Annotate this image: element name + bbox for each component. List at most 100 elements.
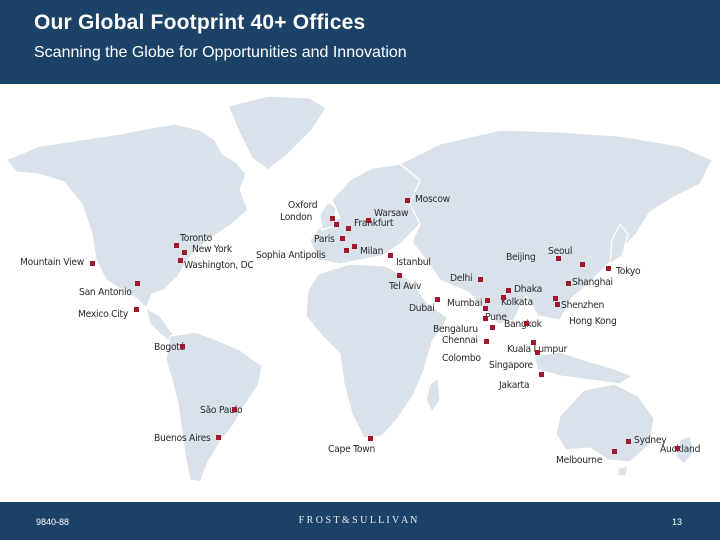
office-marker-mountain-view [90, 261, 95, 266]
office-marker-shenzhen [553, 296, 558, 301]
office-marker-tokyo [606, 266, 611, 271]
title-bar: Our Global Footprint 40+ Offices Scannin… [0, 0, 720, 84]
city-label-jakarta: Jakarta [499, 380, 530, 391]
office-marker-milan [352, 244, 357, 249]
city-label-colombo: Colombo [442, 353, 481, 364]
office-marker-frankfurt [346, 226, 351, 231]
slide-subtitle: Scanning the Globe for Opportunities and… [34, 44, 407, 61]
office-marker-warsaw [366, 218, 371, 223]
office-marker-seoul [580, 262, 585, 267]
office-marker-buenos-aires [216, 435, 221, 440]
city-label-bangkok: Bangkok [504, 319, 542, 330]
office-marker-san-antonio [135, 281, 140, 286]
city-label-mountain-view: Mountain View [20, 257, 85, 268]
office-marker-auckland [675, 446, 680, 451]
office-marker-pune [483, 306, 488, 311]
office-marker-moscow [405, 198, 410, 203]
city-label-dhaka: Dhaka [514, 284, 542, 295]
city-label-san-antonio: San Antonio [79, 287, 132, 298]
city-label-oxford: Oxford [288, 200, 318, 211]
city-label-istanbul: Istanbul [396, 257, 431, 268]
city-label-delhi: Delhi [450, 273, 473, 284]
city-label-cape-town: Cape Town [328, 444, 376, 455]
office-marker-washington-dc [178, 258, 183, 263]
city-label-mumbai: Mumbai [447, 298, 483, 309]
city-label-tokyo: Tokyo [616, 266, 641, 277]
city-label-dubai: Dubai [409, 303, 435, 314]
office-marker-bengaluru [483, 316, 488, 321]
office-marker-bogota [180, 344, 185, 349]
office-marker-tel-aviv [397, 273, 402, 278]
office-marker-melbourne [612, 449, 617, 454]
city-label-chennai: Chennai [442, 335, 478, 346]
office-marker-cape-town [368, 436, 373, 441]
office-marker-colombo [484, 339, 489, 344]
office-marker-delhi [478, 277, 483, 282]
office-marker-paris [340, 236, 345, 241]
document-code: 9840-88 [36, 517, 70, 527]
city-label-mexico-city: Mexico City [78, 309, 129, 320]
office-marker-dhaka [506, 288, 511, 293]
office-marker-jakarta [539, 372, 544, 377]
office-marker-london [334, 222, 339, 227]
office-marker-kuala-lumpur [531, 340, 536, 345]
city-label-kuala-lumpur: Kuala Lumpur [507, 344, 568, 355]
city-label-toronto: Toronto [180, 233, 213, 244]
africa-landmass [305, 263, 449, 439]
office-marker-shanghai [566, 281, 571, 286]
southeast-asia-islands [533, 351, 633, 385]
japan-landmass [609, 223, 629, 265]
australia-landmass [555, 383, 655, 463]
city-label-seoul: Seoul [548, 246, 573, 257]
north-america-landmass [5, 123, 249, 309]
office-marker-kolkata [501, 295, 506, 300]
city-label-new-york: New York [192, 244, 232, 255]
city-label-sophia-antipolis: Sophia Antipolis [256, 250, 326, 261]
world-map [0, 84, 720, 502]
city-label-sao-paulo: São Paulo [200, 405, 243, 416]
city-label-melbourne: Melbourne [556, 455, 603, 466]
city-label-london: London [280, 212, 313, 223]
city-label-moscow: Moscow [415, 194, 450, 205]
office-marker-sophia-antipolis [344, 248, 349, 253]
britain-landmass [319, 201, 337, 231]
footer-bar: 9840-88 F R O S T & S U L L I V A N 13 [0, 502, 720, 540]
brand-wordmark: F R O S T & S U L L I V A N [298, 515, 418, 526]
city-label-washington-dc: Washington, DC [184, 260, 254, 271]
office-marker-beijing [556, 256, 561, 261]
office-marker-singapore [535, 350, 540, 355]
office-marker-dubai [435, 297, 440, 302]
city-label-shanghai: Shanghai [572, 277, 613, 288]
office-marker-bangkok [524, 321, 529, 326]
page-number: 13 [672, 517, 683, 527]
city-label-hong-kong: Hong Kong [569, 316, 617, 327]
office-marker-new-york [182, 250, 187, 255]
city-label-bogota: Bogotá [154, 342, 186, 353]
office-marker-sao-paulo [232, 407, 237, 412]
city-label-frankfurt: Frankfurt [354, 218, 394, 229]
greenland-landmass [227, 95, 327, 171]
city-label-buenos-aires: Buenos Aires [154, 433, 211, 444]
office-marker-sydney [626, 439, 631, 444]
city-label-tel-aviv: Tel Aviv [389, 281, 422, 292]
city-label-shenzhen: Shenzhen [561, 300, 605, 311]
asia-landmass [399, 129, 713, 325]
office-marker-oxford [330, 216, 335, 221]
madagascar-landmass [425, 377, 441, 413]
slide-title: Our Global Footprint 40+ Offices [34, 11, 366, 34]
office-marker-mexico-city [134, 307, 139, 312]
tasmania-landmass [617, 465, 629, 477]
city-label-singapore: Singapore [489, 360, 533, 371]
city-label-auckland: Auckland [660, 444, 701, 455]
new-zealand-landmass [675, 435, 695, 465]
office-marker-istanbul [388, 253, 393, 258]
city-label-bengaluru: Bengaluru [433, 324, 478, 335]
city-label-pune: Pune [485, 312, 507, 323]
office-marker-chennai [490, 325, 495, 330]
world-map-land [5, 95, 713, 483]
south-america-landmass [165, 331, 263, 483]
city-label-beijing: Beijing [506, 252, 536, 263]
city-label-sydney: Sydney [634, 435, 667, 446]
city-label-kolkata: Kolkata [501, 297, 533, 308]
office-marker-hong-kong [555, 302, 560, 307]
